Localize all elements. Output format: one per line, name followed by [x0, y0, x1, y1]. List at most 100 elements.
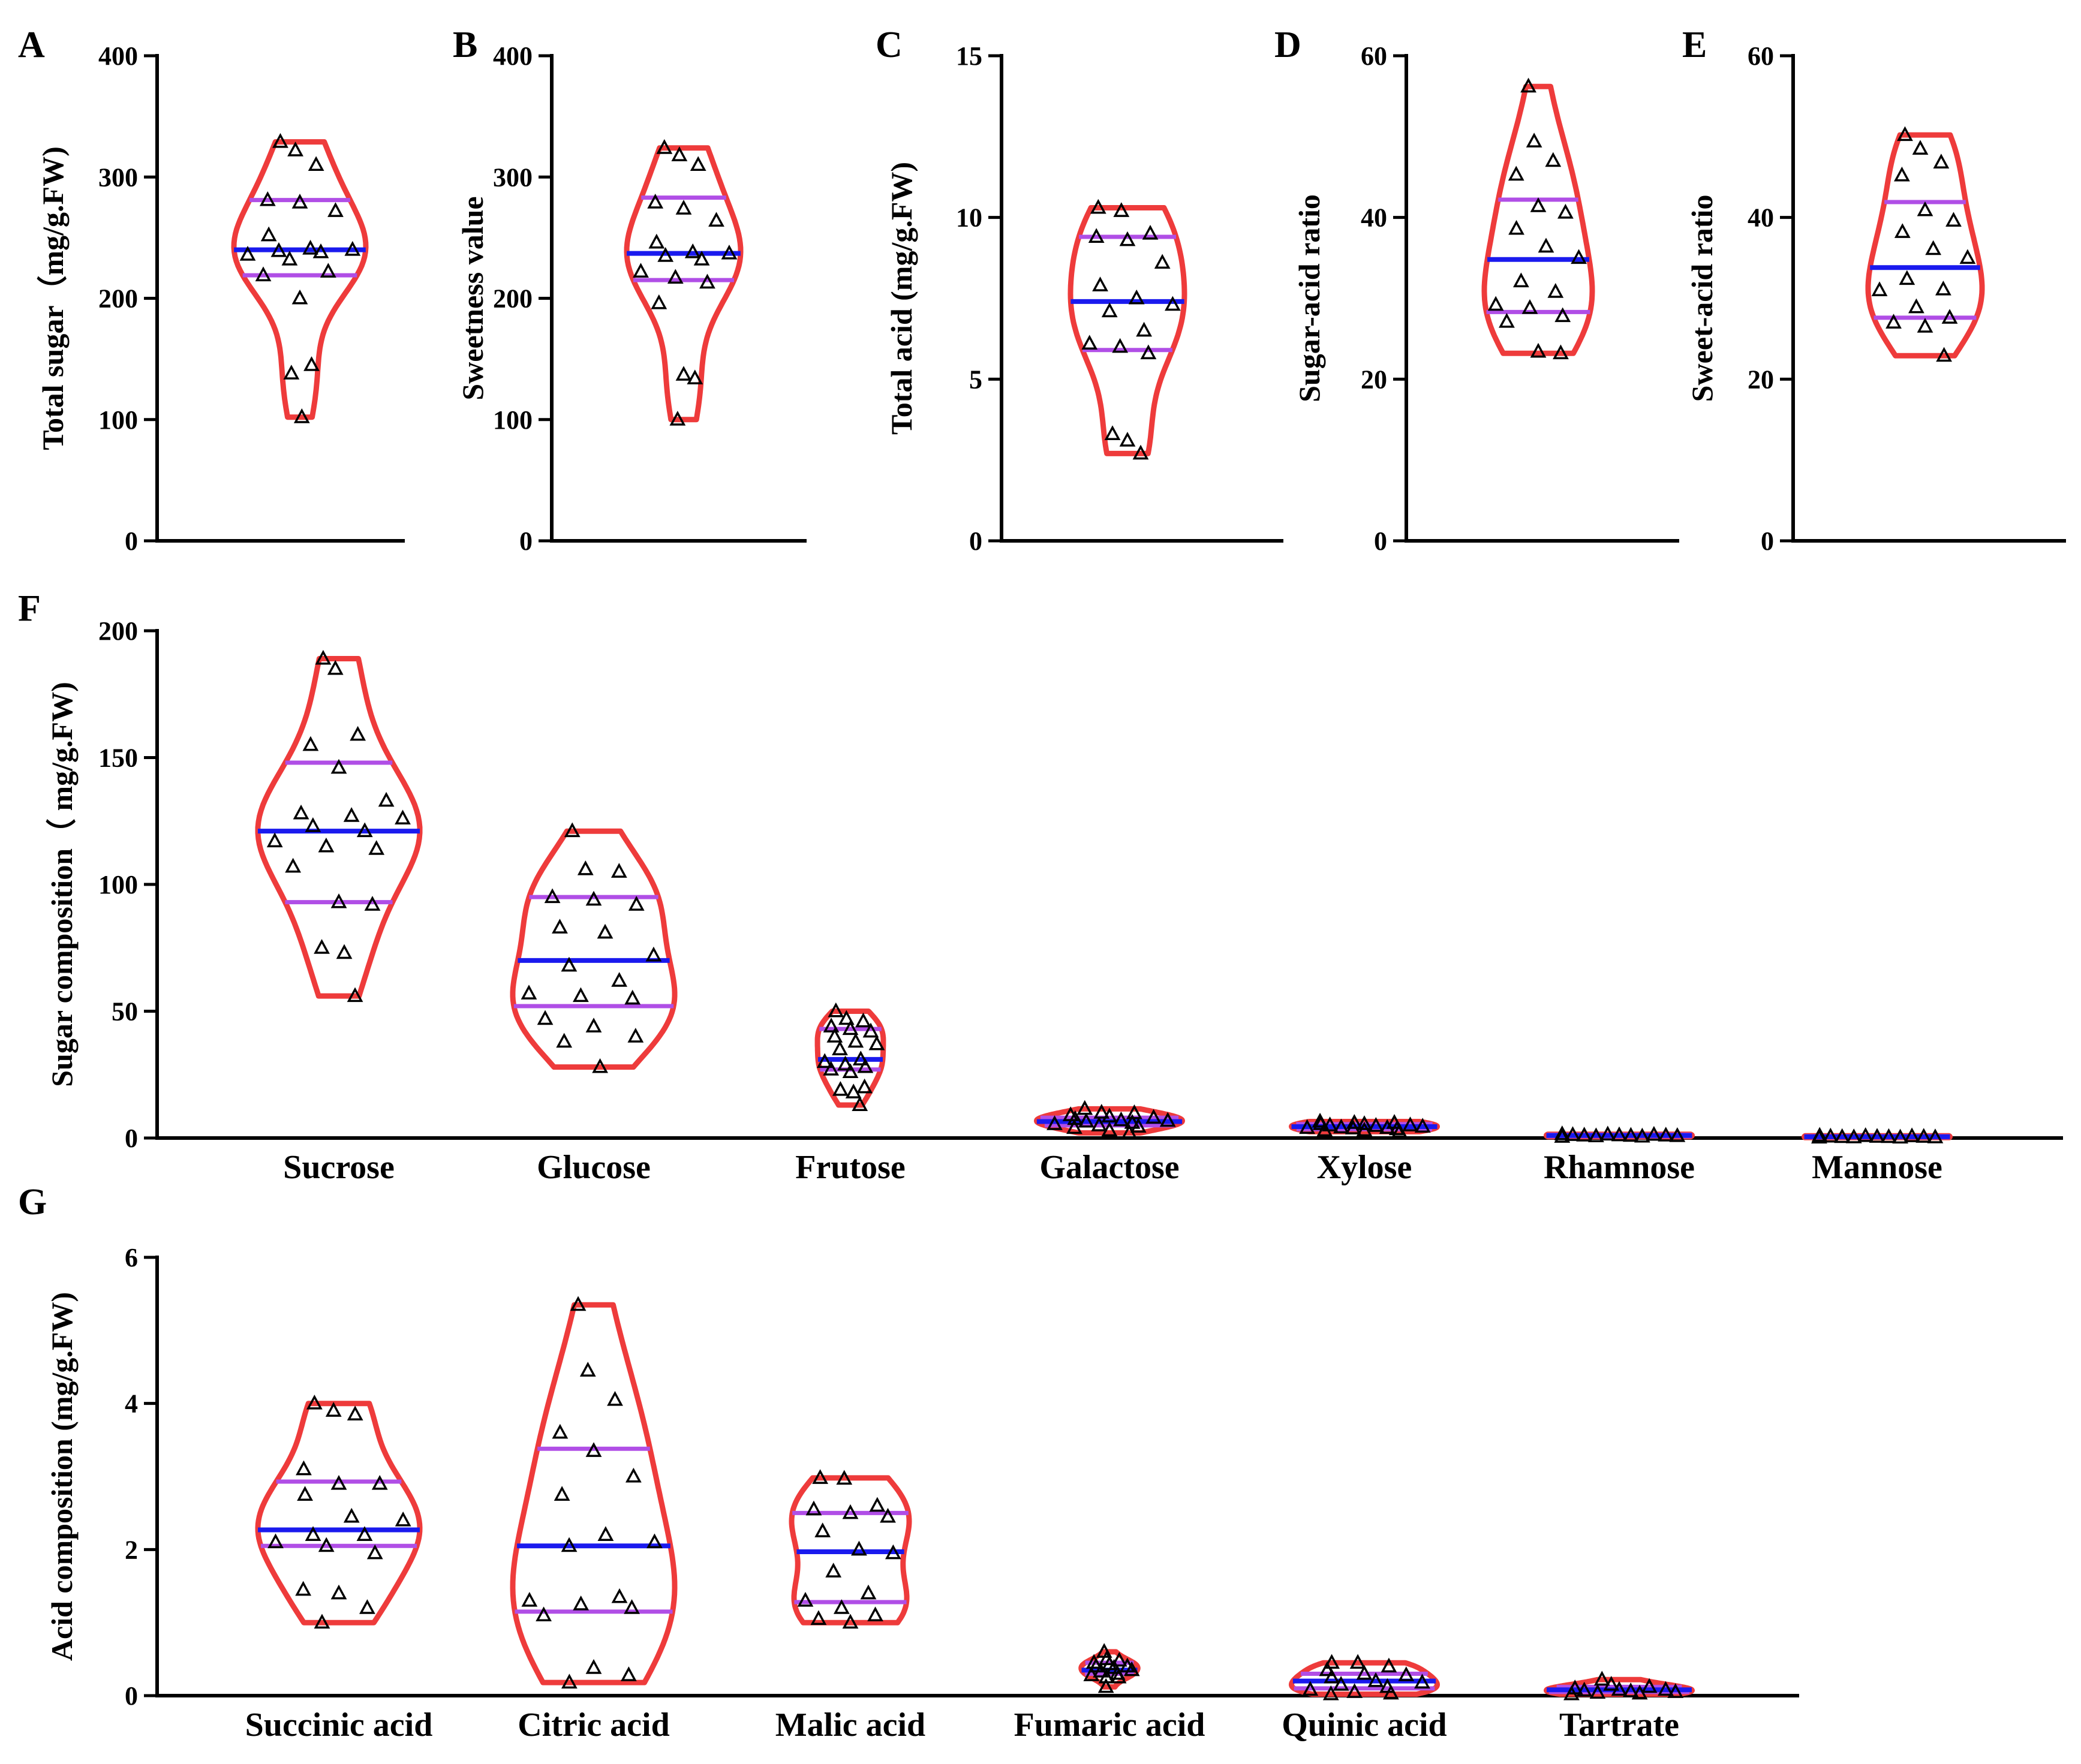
violin-outline	[510, 1302, 678, 1685]
x-category-label: Malic acid	[775, 1706, 925, 1744]
data-point	[669, 411, 686, 426]
data-point	[852, 1050, 869, 1065]
data-point	[378, 791, 395, 807]
data-point	[554, 1486, 570, 1501]
y-tick-label: 20	[1361, 365, 1387, 394]
data-point	[1553, 344, 1569, 360]
y-tick-label: 40	[1361, 203, 1387, 233]
data-point	[1356, 1664, 1373, 1680]
data-point	[624, 989, 641, 1005]
data-point	[1110, 1668, 1127, 1684]
data-point	[350, 726, 366, 741]
data-point	[293, 804, 309, 820]
data-point	[1912, 140, 1929, 155]
data-point	[625, 1467, 642, 1483]
data-point	[371, 1475, 388, 1490]
y-tick-label: 4	[125, 1389, 138, 1419]
violin-outline	[1067, 205, 1187, 456]
violin-outline	[231, 139, 369, 420]
data-point	[1119, 231, 1136, 246]
data-point	[330, 1584, 347, 1600]
data-point	[1554, 1128, 1571, 1143]
y-tick-label: 0	[519, 526, 533, 556]
data-point	[1881, 1128, 1897, 1143]
data-point	[611, 972, 628, 987]
violin-outline	[510, 828, 678, 1070]
data-point	[1658, 1127, 1674, 1142]
data-point	[1088, 1657, 1105, 1673]
data-point	[690, 156, 706, 171]
data-point	[1571, 249, 1587, 264]
data-point	[320, 263, 336, 278]
data-point	[577, 860, 594, 875]
data-point	[1136, 321, 1153, 337]
violin-outline	[1865, 132, 1985, 359]
panel-e: E 0 20 40 60 Sweet-acid ratio	[1682, 25, 2066, 556]
panel-letter: B	[453, 25, 477, 65]
data-point	[585, 1659, 602, 1674]
data-point	[838, 1010, 855, 1025]
violin-outline	[255, 1401, 423, 1625]
x-category-label: Quinic acid	[1282, 1706, 1447, 1744]
data-point	[856, 1078, 873, 1094]
y-tick-label: 400	[98, 41, 138, 71]
data-point	[1520, 77, 1536, 93]
data-point	[624, 1599, 640, 1614]
panel-letter: D	[1274, 25, 1301, 65]
data-point	[1658, 1681, 1674, 1696]
data-point	[597, 1526, 614, 1541]
data-point	[648, 233, 665, 249]
data-point	[857, 1058, 874, 1073]
data-point	[651, 294, 667, 309]
y-tick-label: 200	[493, 284, 533, 314]
y-tick-label: 40	[1748, 203, 1774, 233]
violin-d	[1481, 77, 1595, 360]
x-category-label: Citric acid	[518, 1706, 669, 1744]
data-point	[561, 956, 578, 972]
y-tick-label: 10	[956, 203, 982, 233]
data-point	[1145, 1109, 1162, 1124]
data-point	[1892, 1128, 1909, 1144]
x-category-label: Tartrate	[1559, 1706, 1679, 1744]
violin-tartrate: Tartrate	[1544, 1670, 1695, 1744]
y-tick-label: 100	[98, 870, 138, 899]
data-point	[1641, 1678, 1658, 1693]
data-point	[1547, 283, 1564, 298]
data-point	[1414, 1118, 1431, 1133]
data-point	[708, 212, 724, 227]
data-point	[561, 1537, 578, 1552]
data-point	[272, 133, 288, 148]
data-point	[287, 142, 303, 156]
data-point	[812, 1469, 829, 1484]
data-point	[281, 251, 298, 266]
panel-letter: E	[1682, 25, 1707, 65]
x-category-label: Rhamnose	[1544, 1149, 1695, 1186]
violin-frutose: Frutose	[795, 1002, 906, 1186]
data-point	[302, 239, 318, 255]
data-point	[1899, 270, 1915, 285]
data-point	[1414, 1673, 1430, 1689]
data-point	[1563, 1685, 1580, 1700]
data-point	[315, 649, 332, 665]
x-category-label: Glucose	[537, 1149, 651, 1186]
data-point	[1857, 1127, 1874, 1142]
y-tick-label: 50	[112, 997, 138, 1027]
y-tick-label: 2	[125, 1535, 138, 1564]
y-tick-label: 6	[125, 1243, 138, 1272]
data-point	[1083, 1666, 1100, 1681]
data-point	[868, 1035, 885, 1050]
data-point	[1917, 318, 1933, 333]
data-point	[805, 1500, 822, 1516]
data-point	[283, 365, 300, 380]
violin-succinic-acid: Succinic acid	[245, 1395, 432, 1744]
data-point	[343, 1507, 360, 1523]
data-point	[1512, 272, 1529, 288]
data-point	[1398, 1666, 1415, 1681]
data-point	[1554, 1125, 1571, 1140]
data-point	[1121, 1124, 1138, 1139]
y-tick-label: 20	[1748, 365, 1774, 394]
data-point	[1530, 342, 1547, 358]
data-point	[521, 1591, 538, 1607]
data-point	[267, 1533, 284, 1549]
data-point	[671, 146, 688, 161]
